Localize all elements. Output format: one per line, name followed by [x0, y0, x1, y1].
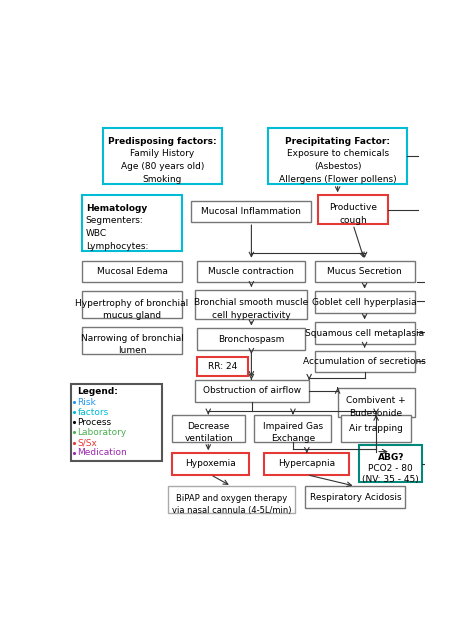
FancyBboxPatch shape	[305, 486, 405, 507]
FancyBboxPatch shape	[82, 195, 182, 251]
Text: Precipitating Factor:: Precipitating Factor:	[285, 137, 390, 145]
FancyBboxPatch shape	[315, 291, 415, 313]
FancyBboxPatch shape	[198, 260, 305, 283]
FancyBboxPatch shape	[198, 357, 248, 376]
FancyBboxPatch shape	[315, 260, 415, 283]
Text: Process: Process	[77, 418, 111, 427]
Text: Smoking: Smoking	[143, 175, 182, 185]
FancyBboxPatch shape	[341, 415, 411, 442]
Text: Productive: Productive	[329, 204, 377, 212]
Text: Segmenters:: Segmenters:	[86, 217, 144, 226]
Text: Laboratory: Laboratory	[77, 428, 127, 437]
FancyBboxPatch shape	[168, 486, 295, 513]
FancyBboxPatch shape	[195, 290, 307, 319]
Text: Squamous cell metaplasia: Squamous cell metaplasia	[305, 329, 424, 337]
Text: PCO2 - 80: PCO2 - 80	[368, 464, 413, 473]
Text: Risk: Risk	[77, 398, 96, 406]
FancyBboxPatch shape	[191, 200, 310, 222]
Text: Predisposing factors:: Predisposing factors:	[108, 137, 217, 145]
Text: Hematology: Hematology	[86, 204, 147, 212]
FancyBboxPatch shape	[359, 446, 422, 482]
Text: Lymphocytes:: Lymphocytes:	[86, 242, 148, 252]
Text: Mucosal Inflammation: Mucosal Inflammation	[201, 207, 301, 216]
Text: Allergens (Flower pollens): Allergens (Flower pollens)	[279, 175, 396, 185]
FancyBboxPatch shape	[315, 322, 415, 344]
FancyBboxPatch shape	[103, 128, 222, 184]
FancyBboxPatch shape	[337, 387, 415, 417]
Text: Mucosal Edema: Mucosal Edema	[97, 267, 167, 276]
FancyBboxPatch shape	[268, 128, 407, 184]
Text: Exchange: Exchange	[271, 434, 315, 443]
Text: Hypercapnia: Hypercapnia	[278, 459, 336, 468]
Text: Muscle contraction: Muscle contraction	[209, 267, 294, 276]
Text: lumen: lumen	[118, 346, 146, 355]
Text: Hypoxemia: Hypoxemia	[185, 459, 236, 468]
FancyBboxPatch shape	[315, 351, 415, 372]
Text: Mucus Secretion: Mucus Secretion	[327, 267, 402, 276]
Text: Legend:: Legend:	[77, 387, 118, 396]
FancyBboxPatch shape	[319, 195, 388, 224]
FancyBboxPatch shape	[172, 453, 249, 475]
Text: RR: 24: RR: 24	[208, 362, 237, 371]
Text: ventilation: ventilation	[184, 434, 233, 443]
Text: Medication: Medication	[77, 448, 127, 457]
Text: Bronchial smooth muscle: Bronchial smooth muscle	[194, 298, 308, 307]
Text: BiPAP and oxygen therapy: BiPAP and oxygen therapy	[176, 494, 287, 503]
FancyBboxPatch shape	[195, 380, 309, 401]
Text: Budesonide: Budesonide	[349, 409, 403, 418]
Text: Air trapping: Air trapping	[349, 423, 403, 433]
Text: cell hyperactivity: cell hyperactivity	[211, 311, 291, 320]
Text: ABG?: ABG?	[377, 453, 404, 462]
Text: Goblet cell hyperplasia: Goblet cell hyperplasia	[312, 298, 417, 307]
Text: cough: cough	[339, 216, 367, 225]
Text: Narrowing of bronchial: Narrowing of bronchial	[81, 334, 183, 343]
Text: (NV: 35 - 45): (NV: 35 - 45)	[363, 475, 419, 484]
Text: mucus gland: mucus gland	[103, 311, 161, 320]
Text: via nasal cannula (4-5L/min): via nasal cannula (4-5L/min)	[172, 506, 292, 514]
Text: (Asbestos): (Asbestos)	[314, 162, 361, 171]
FancyBboxPatch shape	[82, 260, 182, 283]
FancyBboxPatch shape	[264, 453, 349, 475]
Text: Hypertrophy of bronchial: Hypertrophy of bronchial	[75, 299, 189, 308]
Text: Decrease: Decrease	[188, 422, 230, 431]
Text: Accumulation of secretions: Accumulation of secretions	[303, 357, 426, 366]
FancyBboxPatch shape	[255, 415, 331, 442]
Text: Bronchospasm: Bronchospasm	[218, 335, 284, 344]
FancyBboxPatch shape	[172, 415, 245, 442]
Text: WBC: WBC	[86, 229, 107, 238]
FancyBboxPatch shape	[71, 384, 162, 461]
Text: Respiratory Acidosis: Respiratory Acidosis	[310, 492, 401, 502]
FancyBboxPatch shape	[198, 329, 305, 350]
Text: Exposure to chemicals: Exposure to chemicals	[287, 150, 389, 159]
Text: Family History: Family History	[130, 150, 195, 159]
Text: Obstruction of airflow: Obstruction of airflow	[203, 386, 301, 395]
FancyBboxPatch shape	[82, 291, 182, 319]
Text: factors: factors	[77, 408, 109, 416]
Text: S/Sx: S/Sx	[77, 438, 97, 447]
Text: Age (80 years old): Age (80 years old)	[121, 162, 204, 171]
Text: Impaired Gas: Impaired Gas	[263, 422, 323, 431]
FancyBboxPatch shape	[82, 327, 182, 354]
Text: Combivent +: Combivent +	[346, 396, 406, 405]
